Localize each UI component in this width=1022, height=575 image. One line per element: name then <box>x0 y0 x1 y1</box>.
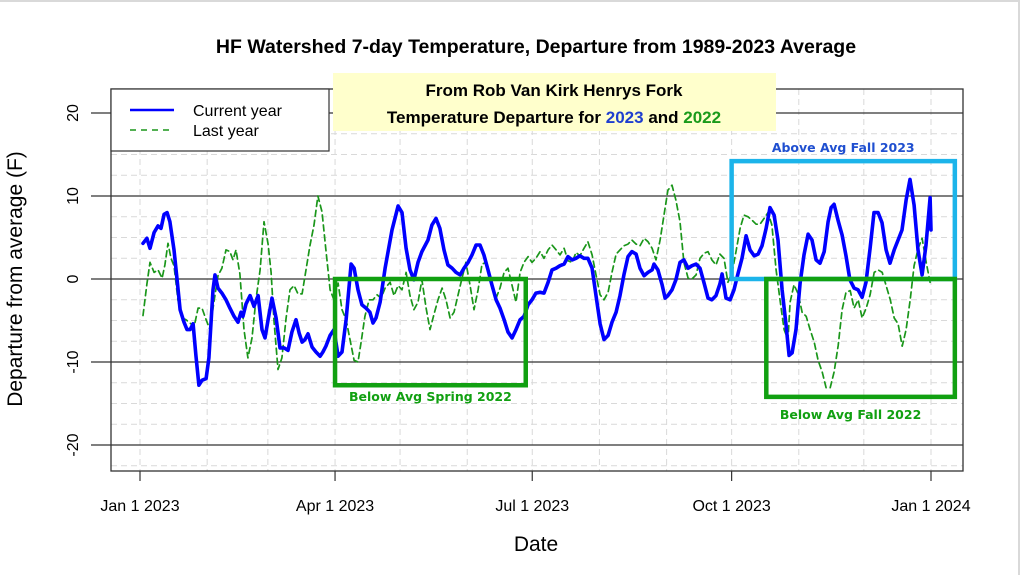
x-axis: Jan 1 2023 Apr 1 2023 Jul 1 2023 Oct 1 2023… <box>100 471 971 515</box>
annotation-box-below-avg-spring-2022 <box>332 276 528 388</box>
y-tick-label: 20 <box>65 104 82 122</box>
x-tick-label: Oct 1 2023 <box>692 498 770 515</box>
y-tick-label: -20 <box>65 433 82 456</box>
y-tick-label: 0 <box>65 274 82 283</box>
y-tick-label: -10 <box>65 350 82 373</box>
source-note-year-current: 2023 <box>606 108 644 127</box>
chart-title: HF Watershed 7-day Temperature, Departur… <box>216 36 856 58</box>
annotation-label: Below Avg Fall 2022 <box>780 407 921 422</box>
source-note-line1: From Rob Van Kirk Henrys Fork <box>426 81 683 100</box>
x-tick-label: Jan 1 2024 <box>891 498 970 515</box>
source-note-conjunction: and <box>644 108 684 127</box>
source-note-background <box>333 73 776 131</box>
x-axis-label: Date <box>514 533 558 556</box>
x-tick-label: Jan 1 2023 <box>100 498 179 515</box>
source-note-year-last: 2022 <box>683 108 721 127</box>
annotation-label: Above Avg Fall 2023 <box>772 140 915 155</box>
source-note-line2: Temperature Departure for 2023 and 2022 <box>387 108 721 127</box>
y-tick-label: 10 <box>65 187 82 205</box>
legend: Current year Last year <box>110 88 330 152</box>
y-axis: -20 -10 0 10 20 <box>65 104 82 457</box>
x-tick-label: Apr 1 2023 <box>296 498 374 515</box>
annotation-boxes: Below Avg Spring 2022 Above Avg Fall 2023… <box>332 140 958 422</box>
x-tick-label: Jul 1 2023 <box>495 498 569 515</box>
series-group <box>141 177 933 389</box>
source-note-prefix: Temperature Departure for <box>387 108 606 127</box>
legend-label-current-year: Current year <box>193 103 283 120</box>
series-line-last-year <box>142 184 931 389</box>
source-note: From Rob Van Kirk Henrys Fork Temperatur… <box>333 73 776 131</box>
legend-frame <box>110 88 330 152</box>
annotation-box-below-avg-fall-2022 <box>764 276 958 400</box>
annotation-label: Below Avg Spring 2022 <box>349 389 512 404</box>
legend-label-last-year: Last year <box>193 123 259 140</box>
y-axis-label: Departure from average (F) <box>4 151 27 407</box>
series-line-current-year <box>141 177 933 388</box>
